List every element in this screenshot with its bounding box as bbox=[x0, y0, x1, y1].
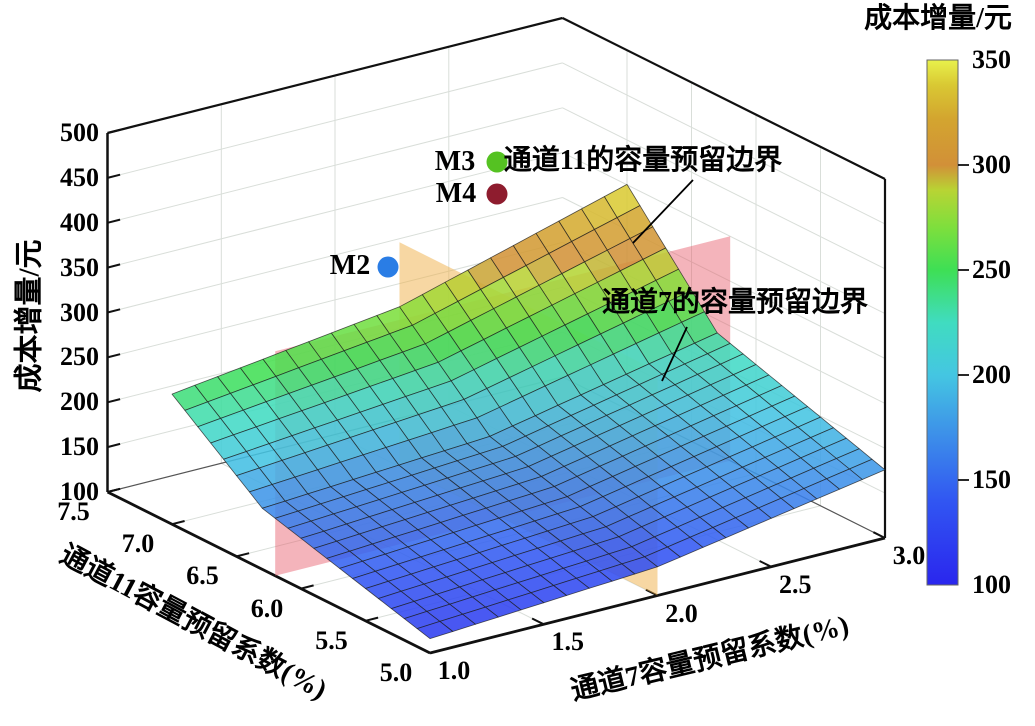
colorbar-tick-label: 300 bbox=[972, 150, 1011, 179]
y-tick-label: 6.0 bbox=[250, 593, 284, 623]
colorbar-tick-label: 200 bbox=[972, 360, 1011, 389]
z-tick-label: 250 bbox=[60, 342, 99, 372]
colorbar-title: 成本增量/元 bbox=[864, 3, 1012, 34]
z-tick-label: 300 bbox=[60, 297, 99, 327]
y-tick-label: 5.0 bbox=[379, 658, 413, 687]
z-tick-label: 100 bbox=[60, 477, 99, 506]
z-tick-label: 350 bbox=[60, 252, 99, 282]
y-tick-label: 5.5 bbox=[315, 625, 348, 655]
legend-label-m4: M4 bbox=[435, 178, 477, 209]
colorbar bbox=[926, 59, 959, 586]
colorbar-tick-label: 100 bbox=[972, 570, 1011, 599]
annotation-channel11-boundary: 通道11的容量预留边界 bbox=[503, 145, 783, 176]
colorbar-tick-label: 150 bbox=[972, 465, 1011, 494]
marker-m2-dot bbox=[377, 256, 399, 278]
annotation-channel7-boundary: 通道7的容量预留边界 bbox=[601, 287, 869, 318]
z-tick-label: 150 bbox=[60, 432, 99, 462]
y-tick-label: 6.5 bbox=[186, 561, 219, 591]
z-axis-label: 成本增量/元 bbox=[13, 239, 46, 393]
z-tick-label: 200 bbox=[60, 387, 99, 417]
y-tick-label: 7.0 bbox=[121, 529, 155, 559]
x-tick-label: 3.0 bbox=[892, 541, 926, 570]
y-tick-label: 7.5 bbox=[57, 497, 90, 526]
z-tick-label: 450 bbox=[60, 162, 99, 192]
x-tick-label: 2.5 bbox=[779, 569, 812, 599]
colorbar-tick-label: 250 bbox=[972, 255, 1011, 284]
colorbar-tick-label: 350 bbox=[972, 45, 1011, 74]
marker-m4-dot bbox=[486, 183, 508, 205]
legend-label-m3: M3 bbox=[434, 146, 476, 177]
z-tick-label: 500 bbox=[60, 118, 99, 147]
x-tick-label: 1.0 bbox=[437, 656, 471, 685]
marker-m3-dot bbox=[486, 151, 508, 173]
z-tick-label: 400 bbox=[60, 207, 99, 237]
x-tick-label: 1.5 bbox=[551, 627, 585, 657]
x-tick-label: 2.0 bbox=[665, 598, 698, 628]
legend-label-m2: M2 bbox=[329, 250, 371, 281]
